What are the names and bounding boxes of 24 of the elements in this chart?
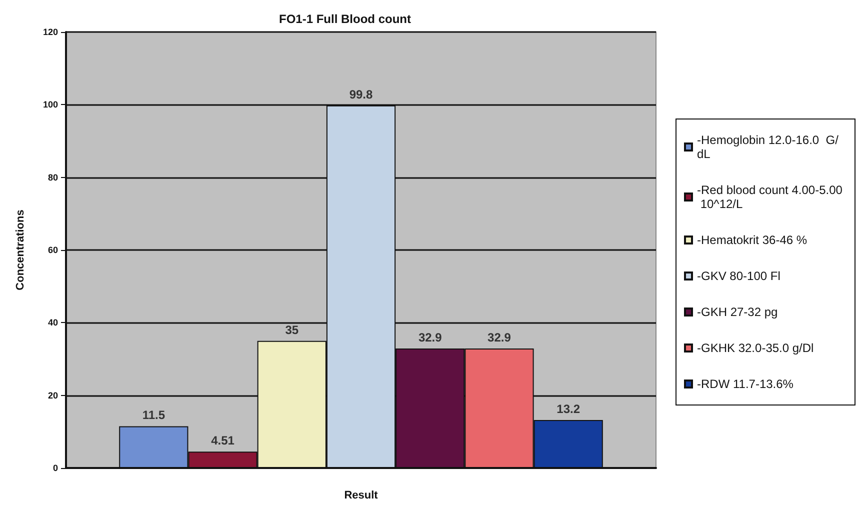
data-label: 11.5 xyxy=(142,408,166,422)
chart-title: FO1-1 Full Blood count xyxy=(279,12,411,26)
y-tick-label: 100 xyxy=(42,100,58,110)
data-label: 4.51 xyxy=(211,434,235,448)
y-tick-label: 60 xyxy=(48,245,58,255)
y-tick-label: 0 xyxy=(52,463,58,473)
y-tick-label: 80 xyxy=(48,172,58,182)
x-axis-title: Result xyxy=(344,490,378,502)
legend-label: -Hemoglobin 12.0-16.0 G/dL xyxy=(697,133,840,161)
legend-label: -Hematokrit 36-46 % xyxy=(697,233,808,247)
legend-label: -GKV 80-100 Fl xyxy=(697,269,780,283)
y-tick-label: 40 xyxy=(48,318,58,328)
legend-label: -GKHK 32.0-35.0 g/Dl xyxy=(697,341,814,355)
data-label: 99.8 xyxy=(349,87,373,102)
data-label: 13.2 xyxy=(556,402,580,416)
data-label: 35 xyxy=(285,322,299,337)
legend-label: -GKH 27-32 pg xyxy=(697,305,778,319)
y-axis-title: Concentrations xyxy=(14,210,26,290)
y-tick-label: 120 xyxy=(42,27,58,37)
data-label: 32.9 xyxy=(418,330,442,344)
legend-label: -RDW 11.7-13.6% xyxy=(697,377,794,391)
legend-label: -Red blood count 4.00-5.00 10^12/L xyxy=(697,183,846,211)
y-tick-label: 20 xyxy=(48,390,58,400)
data-label: 32.9 xyxy=(488,330,512,344)
